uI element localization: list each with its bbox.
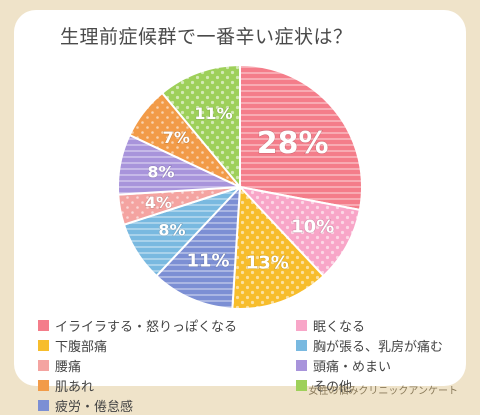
slice-label-2: 13%: [246, 252, 289, 273]
legend-swatch: [296, 359, 307, 371]
slice-label-4: 8%: [158, 221, 185, 240]
legend-label: 肌あれ: [55, 379, 95, 395]
legend-label: 疲労・倦怠感: [55, 399, 134, 415]
legend-label: イライラする・怒りっぽくなる: [55, 319, 238, 335]
legend-swatch: [38, 399, 49, 411]
chart-title: 生理前症候群で一番辛い症状は？: [60, 26, 353, 48]
legend-item: 下腹部痛: [38, 336, 296, 355]
slice-label-3: 11%: [186, 250, 229, 271]
slice-label-1: 10%: [291, 216, 334, 237]
legend-swatch: [38, 339, 49, 351]
source-note: 女性の悩みクリニックアンケート: [308, 386, 458, 397]
legend-label: 腰痛: [55, 359, 82, 375]
legend-item: 疲労・倦怠感: [38, 396, 296, 415]
legend-swatch: [296, 379, 307, 391]
pie-slice-1: [237, 185, 362, 278]
pie-slice-2: [231, 184, 325, 310]
slice-label-8: 11%: [194, 104, 232, 123]
legend-swatch: [296, 319, 307, 331]
pie-slice-8: [160, 63, 241, 190]
slice-label-0: 28%: [257, 126, 329, 161]
legend-label: 下腹部痛: [55, 339, 108, 355]
legend-label: 胸が張る、乳房が痛む: [313, 339, 444, 355]
legend-item: 肌あれ: [38, 376, 296, 395]
legend: イライラする・怒りっぽくなる 眠くなる下腹部痛 胸が張る、乳房が痛む腰痛 頭痛・めまい…: [38, 316, 448, 415]
legend-swatch: [38, 359, 49, 371]
legend-swatch: [296, 339, 307, 351]
legend-item: その他: [296, 376, 446, 395]
legend-item: 頭痛・めまい: [296, 356, 446, 375]
slice-label-6: 8%: [147, 162, 174, 181]
pie-chart: 28%10%13%11%8%4%8%7%11%: [117, 63, 363, 310]
legend-label: 眠くなる: [313, 319, 366, 335]
legend-item: イライラする・怒りっぽくなる: [38, 316, 296, 335]
slice-label-7: 7%: [163, 128, 190, 147]
pie-slice-0: [239, 63, 363, 212]
legend-swatch: [38, 319, 49, 331]
legend-item: 眠くなる: [296, 316, 446, 335]
legend-item: 腰痛: [38, 356, 296, 375]
legend-swatch: [38, 379, 49, 391]
legend-label: 頭痛・めまい: [313, 359, 392, 375]
pie-slice-3: [155, 184, 242, 310]
slice-label-5: 4%: [145, 193, 172, 212]
legend-label: その他: [313, 379, 353, 395]
legend-item: 胸が張る、乳房が痛む: [296, 336, 446, 355]
